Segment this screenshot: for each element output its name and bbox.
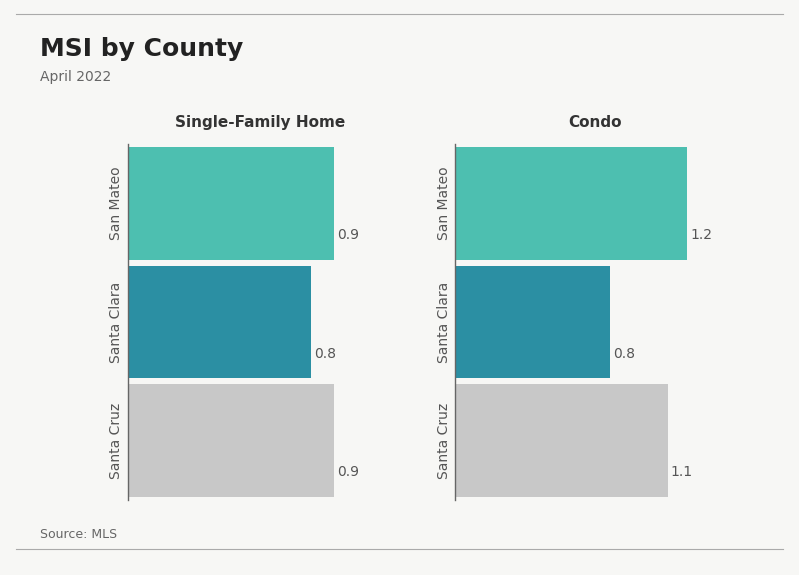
Text: 1.2: 1.2 (690, 228, 712, 242)
Text: MSI by County: MSI by County (40, 37, 243, 62)
Bar (128, 266, 312, 378)
Bar (455, 266, 610, 378)
Text: 0.9: 0.9 (337, 465, 360, 480)
Text: 0.8: 0.8 (315, 347, 336, 361)
Title: Condo: Condo (569, 115, 622, 130)
Text: 1.1: 1.1 (671, 465, 693, 480)
Bar (455, 385, 668, 497)
Text: 0.8: 0.8 (613, 347, 635, 361)
Text: Source: MLS: Source: MLS (40, 527, 117, 540)
Bar (128, 147, 334, 260)
Bar (455, 147, 687, 260)
Text: April 2022: April 2022 (40, 70, 111, 84)
Bar (128, 385, 334, 497)
Title: Single-Family Home: Single-Family Home (174, 115, 345, 130)
Text: 0.9: 0.9 (337, 228, 360, 242)
